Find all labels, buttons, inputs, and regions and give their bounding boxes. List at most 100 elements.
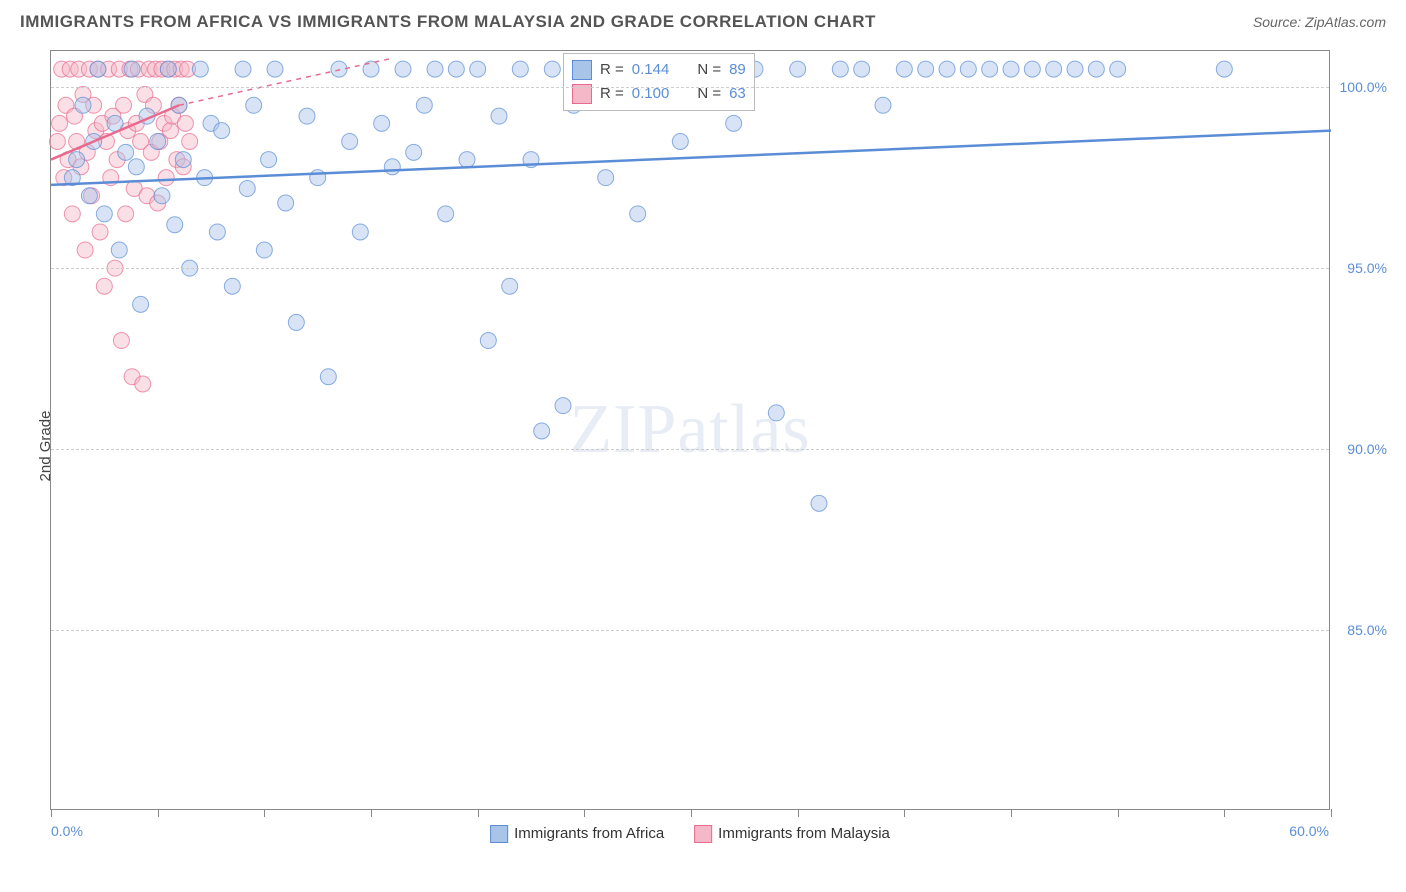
- data-point: [448, 61, 464, 77]
- chart-source: Source: ZipAtlas.com: [1253, 14, 1386, 30]
- data-point: [267, 61, 283, 77]
- legend-label: Immigrants from Africa: [514, 825, 664, 842]
- data-point: [491, 108, 507, 124]
- data-point: [158, 170, 174, 186]
- stat-n-label: N =: [697, 58, 721, 82]
- x-max-label: 60.0%: [1289, 823, 1329, 839]
- data-point: [246, 97, 262, 113]
- data-point: [182, 133, 198, 149]
- stat-r-value: 0.144: [632, 58, 670, 82]
- gridline: [51, 449, 1329, 450]
- x-tick: [584, 809, 585, 817]
- y-tick-label: 85.0%: [1347, 622, 1387, 638]
- data-point: [427, 61, 443, 77]
- stats-legend-box: R = 0.144N = 89R = 0.100N = 63: [563, 53, 755, 111]
- data-point: [214, 123, 230, 139]
- x-tick: [51, 809, 52, 817]
- data-point: [111, 242, 127, 258]
- data-point: [726, 115, 742, 131]
- x-tick: [1118, 809, 1119, 817]
- data-point: [154, 188, 170, 204]
- data-point: [124, 61, 140, 77]
- gridline: [51, 87, 1329, 88]
- data-point: [1110, 61, 1126, 77]
- gridline: [51, 630, 1329, 631]
- data-point: [544, 61, 560, 77]
- data-point: [854, 61, 870, 77]
- data-point: [832, 61, 848, 77]
- x-tick: [371, 809, 372, 817]
- stat-row: R = 0.100N = 63: [572, 82, 746, 106]
- y-tick-label: 95.0%: [1347, 260, 1387, 276]
- data-point: [118, 206, 134, 222]
- data-point: [235, 61, 251, 77]
- data-point: [162, 123, 178, 139]
- data-point: [630, 206, 646, 222]
- plot-svg: [51, 51, 1329, 809]
- data-point: [352, 224, 368, 240]
- data-point: [1046, 61, 1062, 77]
- data-point: [331, 61, 347, 77]
- data-point: [160, 61, 176, 77]
- data-point: [133, 296, 149, 312]
- data-point: [416, 97, 432, 113]
- data-point: [982, 61, 998, 77]
- x-tick: [691, 809, 692, 817]
- y-tick-label: 100.0%: [1340, 79, 1387, 95]
- data-point: [52, 115, 68, 131]
- data-point: [395, 61, 411, 77]
- data-point: [113, 333, 129, 349]
- data-point: [480, 333, 496, 349]
- legend-swatch: [572, 60, 592, 80]
- stat-r-label: R =: [600, 58, 624, 82]
- data-point: [224, 278, 240, 294]
- trend-line: [51, 131, 1331, 185]
- trend-line-extrapolated: [179, 58, 392, 105]
- data-point: [135, 376, 151, 392]
- data-point: [64, 206, 80, 222]
- data-point: [459, 152, 475, 168]
- data-point: [150, 133, 166, 149]
- data-point: [502, 278, 518, 294]
- stat-row: R = 0.144N = 89: [572, 58, 746, 82]
- data-point: [1003, 61, 1019, 77]
- data-point: [116, 97, 132, 113]
- data-point: [299, 108, 315, 124]
- data-point: [261, 152, 277, 168]
- chart-header: IMMIGRANTS FROM AFRICA VS IMMIGRANTS FRO…: [0, 0, 1406, 40]
- x-tick: [904, 809, 905, 817]
- data-point: [239, 181, 255, 197]
- data-point: [175, 152, 191, 168]
- data-point: [1088, 61, 1104, 77]
- data-point: [384, 159, 400, 175]
- data-point: [790, 61, 806, 77]
- data-point: [310, 170, 326, 186]
- stat-n-value: 63: [729, 82, 746, 106]
- chart-area: ZIPatlas R = 0.144N = 89R = 0.100N = 63 …: [50, 50, 1396, 832]
- plot-area: ZIPatlas R = 0.144N = 89R = 0.100N = 63 …: [50, 50, 1330, 810]
- data-point: [92, 224, 108, 240]
- data-point: [1024, 61, 1040, 77]
- data-point: [49, 133, 65, 149]
- x-tick: [1331, 809, 1332, 817]
- legend-item: Immigrants from Malaysia: [694, 825, 890, 843]
- data-point: [192, 61, 208, 77]
- data-point: [96, 206, 112, 222]
- x-tick: [1224, 809, 1225, 817]
- data-point: [75, 97, 91, 113]
- data-point: [128, 159, 144, 175]
- x-tick: [264, 809, 265, 817]
- gridline: [51, 268, 1329, 269]
- legend-item: Immigrants from Africa: [490, 825, 664, 843]
- data-point: [811, 495, 827, 511]
- data-point: [167, 217, 183, 233]
- legend-label: Immigrants from Malaysia: [718, 825, 890, 842]
- stat-r-value: 0.100: [632, 82, 670, 106]
- data-point: [939, 61, 955, 77]
- data-point: [1067, 61, 1083, 77]
- data-point: [374, 115, 390, 131]
- legend-swatch: [694, 825, 712, 843]
- data-point: [177, 115, 193, 131]
- x-tick: [1011, 809, 1012, 817]
- data-point: [1216, 61, 1232, 77]
